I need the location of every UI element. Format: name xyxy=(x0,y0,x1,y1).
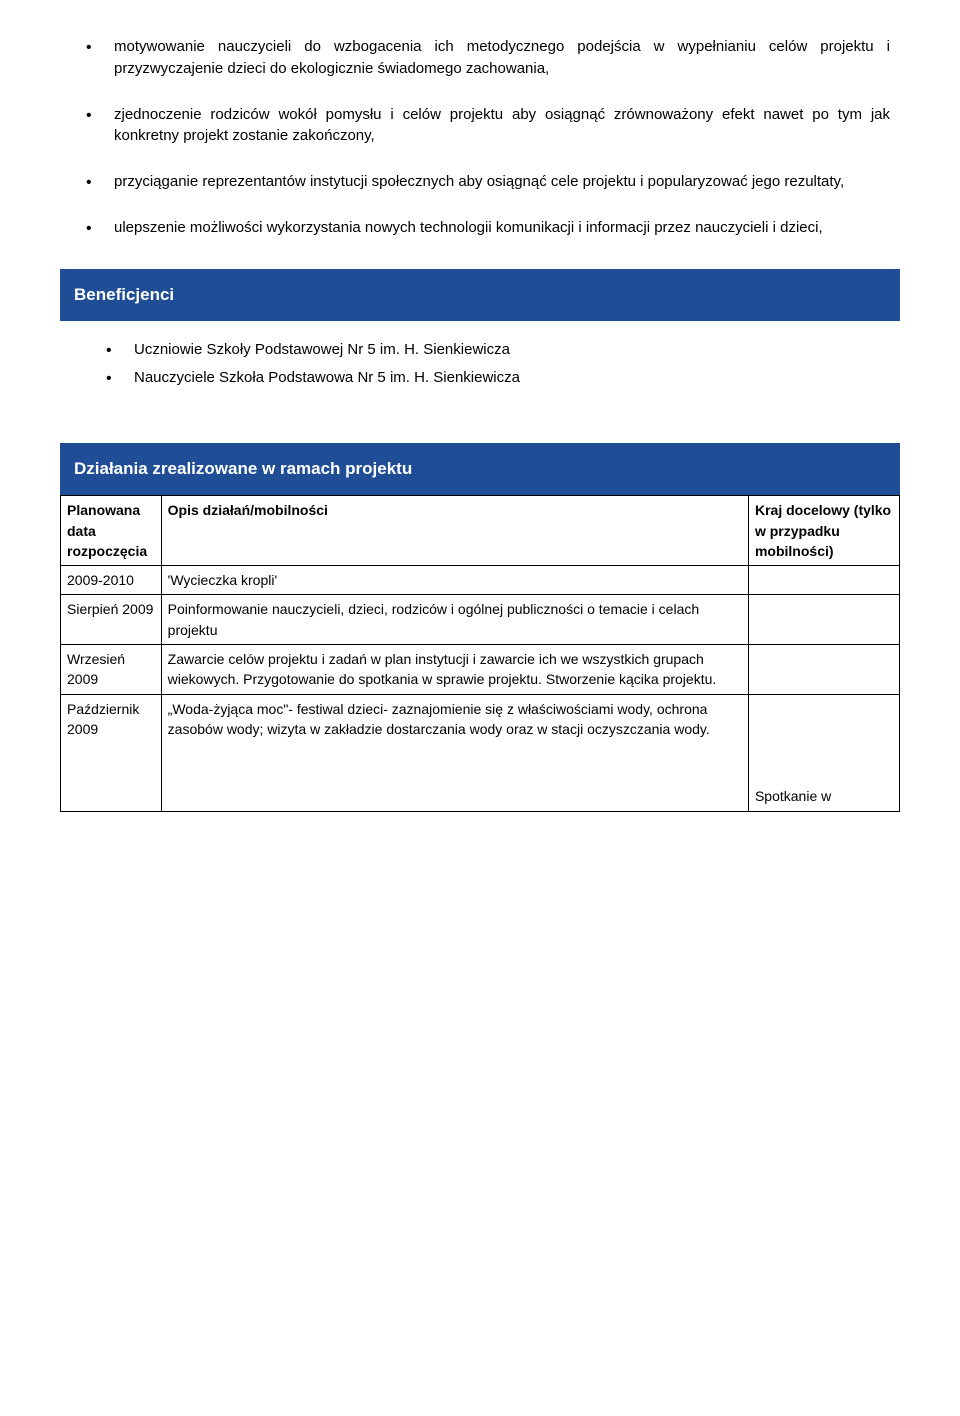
col-header-country: Kraj docelowy (tylko w przypadku mobilno… xyxy=(748,496,899,566)
cell-date-text: Sierpień 2009 xyxy=(67,601,153,617)
cell-desc: Zawarcie celów projektu i zadań w plan i… xyxy=(161,645,748,695)
cell-desc-text: Zawarcie celów projektu i zadań w plan i… xyxy=(168,651,717,687)
cell-date: Październik 2009 xyxy=(61,694,162,811)
cell-desc-text: 'Wycieczka kropli' xyxy=(168,572,277,588)
beneficiary-text: Uczniowie Szkoły Podstawowej Nr 5 im. H.… xyxy=(134,341,510,358)
intro-bullet-text: motywowanie nauczycieli do wzbogacenia i… xyxy=(114,38,890,77)
activities-title: Działania zrealizowane w ramach projektu xyxy=(74,459,412,478)
intro-bullet-item: przyciąganie reprezentantów instytucji s… xyxy=(86,171,890,193)
cell-date-text: Październik 2009 xyxy=(67,701,139,737)
intro-bullet-text: przyciąganie reprezentantów instytucji s… xyxy=(114,173,844,190)
col-header-desc-text: Opis działań/mobilności xyxy=(168,502,328,518)
beneficiaries-header: Beneficjenci xyxy=(60,269,900,322)
activities-header: Działania zrealizowane w ramach projektu xyxy=(60,443,900,496)
cell-desc: „Woda-żyjąca moc"- festiwal dzieci- zazn… xyxy=(161,694,748,811)
cell-country xyxy=(748,566,899,595)
beneficiary-item: Nauczyciele Szkoła Podstawowa Nr 5 im. H… xyxy=(106,367,888,389)
cell-date-text: Wrzesień 2009 xyxy=(67,651,125,687)
table-row: Wrzesień 2009 Zawarcie celów projektu i … xyxy=(61,645,900,695)
intro-bullet-list: motywowanie nauczycieli do wzbogacenia i… xyxy=(86,36,890,239)
intro-bullet-text: ulepszenie możliwości wykorzystania nowy… xyxy=(114,219,823,236)
beneficiaries-list: Uczniowie Szkoły Podstawowej Nr 5 im. H.… xyxy=(60,321,900,413)
cell-date: Wrzesień 2009 xyxy=(61,645,162,695)
intro-bullet-text: zjednoczenie rodziców wokół pomysłu i ce… xyxy=(114,106,890,145)
beneficiaries-title: Beneficjenci xyxy=(74,285,174,304)
table-header-row: Planowana data rozpoczęcia Opis działań/… xyxy=(61,496,900,566)
intro-bullet-item: motywowanie nauczycieli do wzbogacenia i… xyxy=(86,36,890,80)
table-row: Sierpień 2009 Poinformowanie nauczycieli… xyxy=(61,595,900,645)
cell-date-text: 2009-2010 xyxy=(67,572,134,588)
col-header-date: Planowana data rozpoczęcia xyxy=(61,496,162,566)
cell-country xyxy=(748,595,899,645)
cell-country: Spotkanie w xyxy=(748,694,899,811)
cell-date: 2009-2010 xyxy=(61,566,162,595)
cell-desc: Poinformowanie nauczycieli, dzieci, rodz… xyxy=(161,595,748,645)
col-header-country-text: Kraj docelowy (tylko w przypadku mobilno… xyxy=(755,502,891,559)
col-header-date-text: Planowana data rozpoczęcia xyxy=(67,502,147,559)
cell-desc-text: Poinformowanie nauczycieli, dzieci, rodz… xyxy=(168,601,699,637)
cell-country xyxy=(748,645,899,695)
intro-bullet-item: zjednoczenie rodziców wokół pomysłu i ce… xyxy=(86,104,890,148)
table-row: 2009-2010 'Wycieczka kropli' xyxy=(61,566,900,595)
cell-desc: 'Wycieczka kropli' xyxy=(161,566,748,595)
beneficiary-text: Nauczyciele Szkoła Podstawowa Nr 5 im. H… xyxy=(134,369,520,386)
table-row: Październik 2009 „Woda-żyjąca moc"- fest… xyxy=(61,694,900,811)
cell-desc-text: „Woda-żyjąca moc"- festiwal dzieci- zazn… xyxy=(168,701,710,737)
cell-date: Sierpień 2009 xyxy=(61,595,162,645)
cell-country-text: Spotkanie w xyxy=(755,786,893,806)
activities-table: Planowana data rozpoczęcia Opis działań/… xyxy=(60,495,900,811)
col-header-desc: Opis działań/mobilności xyxy=(161,496,748,566)
intro-bullet-item: ulepszenie możliwości wykorzystania nowy… xyxy=(86,217,890,239)
beneficiary-item: Uczniowie Szkoły Podstawowej Nr 5 im. H.… xyxy=(106,339,888,361)
